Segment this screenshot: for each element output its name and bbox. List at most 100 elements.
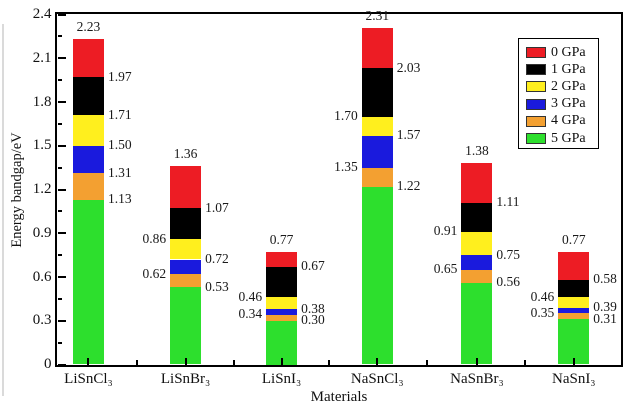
y-tick xyxy=(57,57,66,60)
bar-segment xyxy=(266,309,298,315)
bar-segment xyxy=(461,202,493,232)
legend-item-5-gpa: 5 GPa xyxy=(526,130,598,147)
bar-value-label: 0.62 xyxy=(142,265,167,281)
bar-segment xyxy=(461,282,493,365)
bar-segment xyxy=(170,274,202,288)
bar-value-label: 0.86 xyxy=(142,230,167,246)
y-tick-label: 1.8 xyxy=(32,93,52,110)
legend-item-0-gpa: 0 GPa xyxy=(526,44,598,61)
y-tick xyxy=(57,276,66,278)
x-category-label: LiSnBr₃ xyxy=(160,370,211,387)
bar-value-label: 1.57 xyxy=(396,127,421,143)
bar-segment xyxy=(266,314,298,321)
bar-segment xyxy=(461,255,493,270)
x-tick xyxy=(475,357,478,365)
bar-value-label: 0.38 xyxy=(301,300,325,316)
bar-segment xyxy=(361,135,393,168)
x-category-label: NaSnI₃ xyxy=(551,370,596,387)
bar-value-label: 0.77 xyxy=(269,232,294,248)
x-minor-tick xyxy=(136,359,139,365)
legend-label: 3 GPa xyxy=(551,96,586,112)
bar-segment xyxy=(72,115,104,146)
legend-label: 1 GPa xyxy=(551,61,586,77)
bar-value-label: 0.31 xyxy=(593,310,617,326)
y-tick-label: 0.6 xyxy=(32,268,52,285)
y-tick-label: 0 xyxy=(44,356,52,372)
bar-segment xyxy=(170,239,202,260)
legend-swatch xyxy=(526,81,546,93)
y-tick xyxy=(57,101,66,103)
legend-label: 2 GPa xyxy=(551,78,586,94)
bar-value-label: 0.34 xyxy=(238,306,263,322)
y-tick xyxy=(57,232,66,235)
bar-segment xyxy=(361,116,393,136)
bar-value-label: 0.30 xyxy=(301,312,325,328)
bar-value-label: 0.53 xyxy=(205,278,229,294)
bar-value-label: 0.67 xyxy=(301,258,325,274)
bar-value-label: 0.75 xyxy=(496,246,521,262)
bar-segment xyxy=(461,269,493,283)
bar-segment xyxy=(72,77,104,116)
legend-swatch xyxy=(526,47,546,59)
bar-segment xyxy=(170,259,202,275)
bar-value-label: 1.50 xyxy=(107,137,132,153)
legend: 0 GPa 1 GPa 2 GPa 3 GPa 4 GPa 5 GPa xyxy=(518,38,599,149)
legend-swatch xyxy=(526,64,546,76)
y-tick-label: 1.5 xyxy=(32,137,52,154)
plot-frame xyxy=(55,12,623,367)
bar-segment xyxy=(72,173,104,200)
bar-value-label: 1.22 xyxy=(396,178,421,194)
y-minor-tick xyxy=(57,341,62,344)
legend-swatch xyxy=(526,98,546,110)
y-minor-tick xyxy=(57,79,62,82)
bar-value-label: 2.31 xyxy=(365,7,390,23)
x-category-label: LiSnCl₃ xyxy=(64,370,113,387)
bar-value-label: 0.46 xyxy=(530,288,555,304)
bar-value-label: 0.58 xyxy=(593,271,617,287)
bar-value-label: 1.07 xyxy=(205,199,229,215)
bar-segment xyxy=(72,39,104,78)
bar-value-label: 0.91 xyxy=(433,223,458,239)
bar-segment xyxy=(266,266,298,298)
bar-segment xyxy=(266,252,298,267)
bar-value-label: 0.35 xyxy=(530,304,555,320)
page-edge-line xyxy=(2,24,4,396)
bar-value-label: 0.56 xyxy=(496,274,521,290)
bar-segment xyxy=(558,313,590,320)
x-axis-title: Materials xyxy=(310,389,368,405)
bar-value-label: 1.71 xyxy=(107,106,132,122)
bar-value-label: 1.38 xyxy=(465,143,489,159)
legend-label: 0 GPa xyxy=(551,44,586,60)
x-tick xyxy=(184,357,187,365)
bar-segment xyxy=(266,297,298,310)
legend-label: 4 GPa xyxy=(551,113,586,129)
bar-value-label: 0.46 xyxy=(238,288,263,304)
y-tick xyxy=(57,363,66,366)
bar-segment xyxy=(361,167,393,187)
y-tick xyxy=(57,13,66,16)
legend-swatch xyxy=(526,115,546,127)
bar-segment xyxy=(266,320,298,365)
bar-segment xyxy=(361,68,393,117)
y-minor-tick xyxy=(57,210,62,213)
x-minor-tick xyxy=(426,359,429,365)
bar-segment xyxy=(461,163,493,203)
y-tick-label: 0.9 xyxy=(32,224,52,241)
bar-segment xyxy=(461,231,493,256)
y-minor-tick xyxy=(57,35,62,38)
x-tick xyxy=(376,357,379,365)
x-minor-tick xyxy=(232,359,235,365)
bar-value-label: 0.39 xyxy=(593,299,617,315)
x-tick xyxy=(87,357,90,365)
y-tick xyxy=(57,319,66,322)
x-minor-tick xyxy=(524,359,527,365)
legend-label: 5 GPa xyxy=(551,130,586,146)
x-category-label: LiSnI₃ xyxy=(261,370,302,387)
bar-segment xyxy=(361,186,393,365)
y-tick xyxy=(57,188,66,191)
bar-value-label: 1.70 xyxy=(334,108,358,124)
y-tick xyxy=(57,144,66,147)
bar-value-label: 0.65 xyxy=(433,261,458,277)
bar-segment xyxy=(558,307,590,314)
